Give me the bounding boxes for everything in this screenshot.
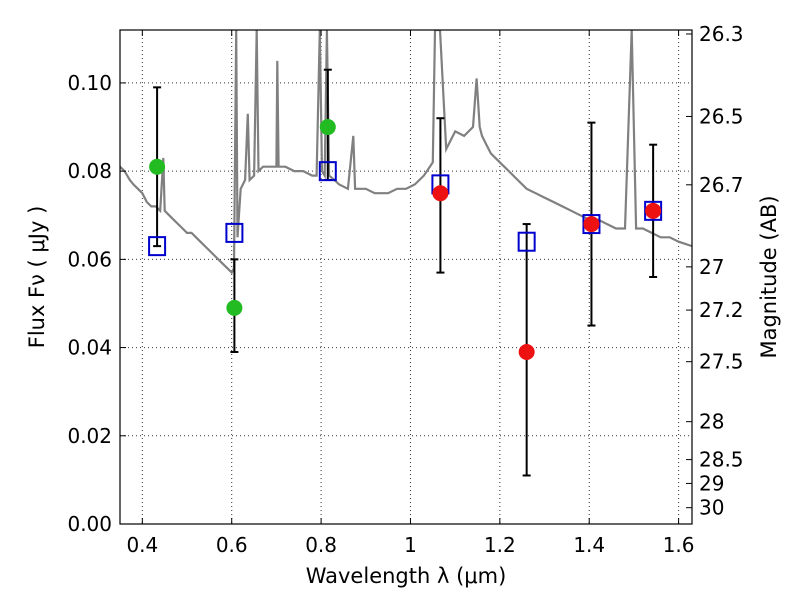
- x-tick-label: 1.2: [484, 533, 516, 557]
- model-photometry-square: [318, 161, 337, 182]
- y-axis-right-label: Magnitude (AB): [757, 195, 781, 358]
- x-axis-label: Wavelength λ (μm): [306, 564, 507, 588]
- magnitude-tick-label: 27.2: [699, 298, 744, 322]
- x-tick-label: 1: [404, 533, 417, 557]
- y-axis-label: Flux Fν ( μJy ): [25, 206, 49, 349]
- model-photometry-square: [517, 231, 536, 252]
- error-bars: [153, 68, 658, 477]
- spectrum-line: [120, 30, 692, 275]
- x-tick-label: 1.4: [573, 533, 605, 557]
- observed-point: [432, 185, 449, 202]
- magnitude-tick-label: 29: [699, 471, 724, 495]
- x-axis: 0.4 0.6 0.8 1 1.2 1.4 1.6: [126, 30, 695, 557]
- observed-point: [583, 216, 600, 233]
- grid-lines: [120, 30, 692, 524]
- x-tick-label: 0.6: [216, 533, 248, 557]
- y-tick-label: 0.10: [67, 71, 112, 95]
- observed-point: [518, 343, 535, 360]
- observed-point: [226, 299, 243, 316]
- observed-point: [319, 119, 336, 136]
- y-tick-label: 0.06: [67, 247, 112, 271]
- x-tick-label: 0.8: [305, 533, 337, 557]
- x-tick-label: 0.4: [126, 533, 158, 557]
- y-tick-label: 0.04: [67, 336, 112, 360]
- magnitude-tick-label: 28: [699, 410, 724, 434]
- magnitude-tick-label: 30: [699, 496, 724, 520]
- magnitude-tick-label: 26.5: [699, 104, 744, 128]
- magnitude-tick-label: 27.5: [699, 350, 744, 374]
- x-tick-label: 1.6: [663, 533, 695, 557]
- model-photometry-square: [225, 222, 244, 243]
- observed-point: [645, 202, 662, 219]
- spectrum-series: [120, 30, 692, 275]
- magnitude-tick-label: 27: [699, 255, 724, 279]
- y-axis-left: 0.00 0.02 0.04 0.06 0.08 0.10: [67, 71, 126, 536]
- observed-point: [149, 158, 166, 175]
- y-tick-label: 0.00: [67, 512, 112, 536]
- observed-photometry-series: [149, 119, 662, 360]
- model-photometry-series: [148, 161, 663, 257]
- magnitude-tick-label: 28.5: [699, 448, 744, 472]
- y-tick-label: 0.02: [67, 424, 112, 448]
- y-tick-label: 0.08: [67, 159, 112, 183]
- model-photometry-square: [148, 236, 167, 257]
- magnitude-tick-label: 26.7: [699, 173, 744, 197]
- plot-frame: [119, 29, 693, 525]
- magnitude-tick-label: 26.3: [699, 22, 744, 46]
